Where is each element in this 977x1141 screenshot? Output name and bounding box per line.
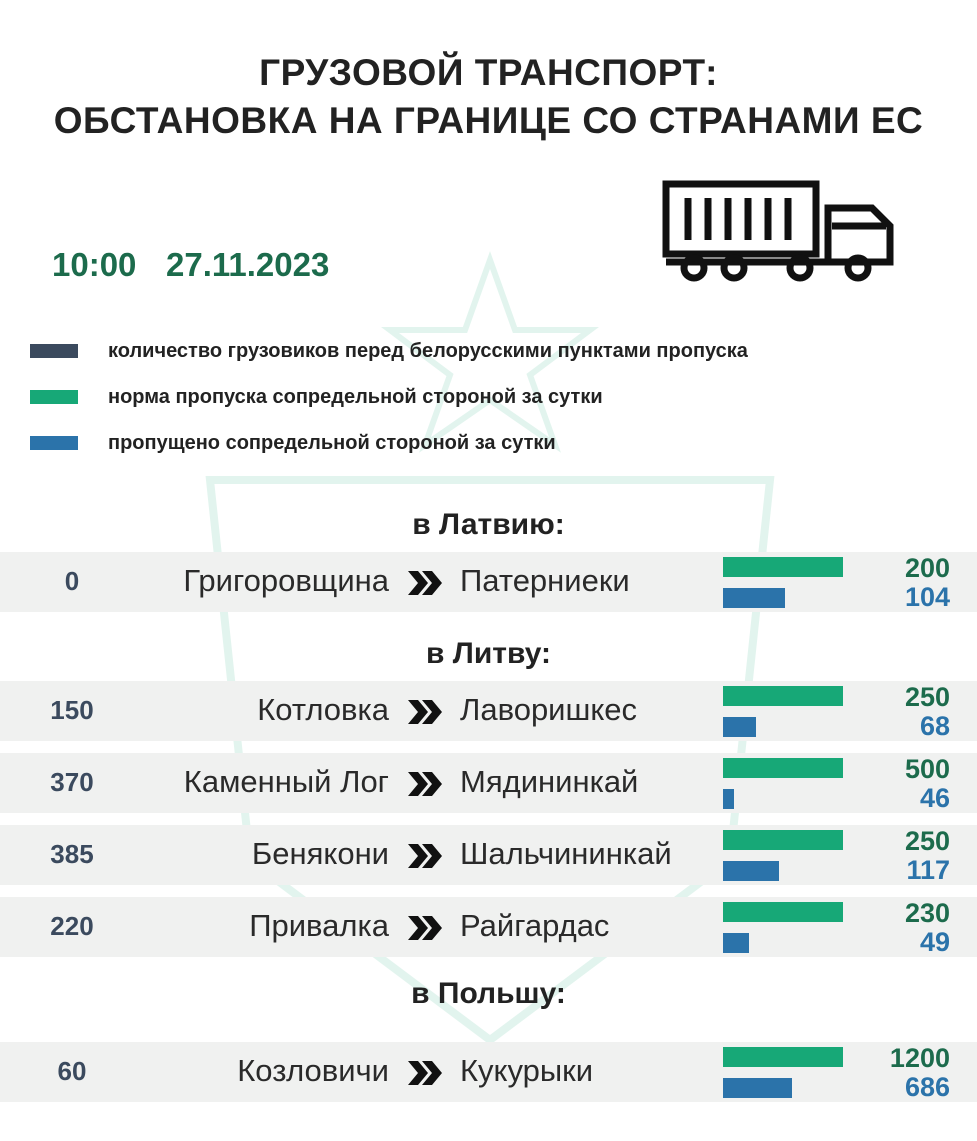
passed-value: 104 <box>904 582 950 612</box>
passed-value: 68 <box>919 711 950 741</box>
passed-bar <box>723 588 786 608</box>
section-heading: в Литву: <box>426 637 551 670</box>
legend-label: норма пропуска сопредельной стороной за … <box>108 386 603 408</box>
truck-icon <box>662 180 894 282</box>
legend-swatch <box>30 344 78 358</box>
norm-bar <box>723 758 843 778</box>
passed-bar <box>723 1078 792 1098</box>
from-point: Привалка <box>249 908 389 943</box>
from-point: Бенякони <box>251 836 389 871</box>
norm-value: 250 <box>904 826 950 856</box>
passed-value: 686 <box>904 1072 950 1102</box>
truck-count: 370 <box>50 767 94 797</box>
passed-bar <box>723 933 749 953</box>
arrow <box>408 844 442 868</box>
truck-count: 60 <box>57 1056 87 1086</box>
from-point: Котловка <box>257 692 389 727</box>
date: 27.11.2023 <box>166 246 330 283</box>
from-point: Григоровщина <box>183 563 389 598</box>
legend-label: количество грузовиков перед белорусскими… <box>108 340 748 362</box>
passed-bar <box>723 861 780 881</box>
norm-value: 200 <box>904 553 950 583</box>
passed-value: 46 <box>919 783 950 813</box>
time: 10:00 <box>52 246 137 283</box>
passed-value: 117 <box>906 855 950 885</box>
legend-label: пропущено сопредельной стороной за сутки <box>108 432 556 454</box>
from-point: Каменный Лог <box>183 764 389 799</box>
norm-value: 250 <box>904 682 950 712</box>
crossing-row: 220 Привалка Райгардас 230 49 <box>0 897 977 957</box>
norm-value: 230 <box>904 898 950 928</box>
norm-bar <box>723 1047 843 1067</box>
to-point: Лаворишкес <box>460 692 638 727</box>
truck-count: 0 <box>64 566 80 596</box>
crossing-row: 370 Каменный Лог Мядининкай 500 46 <box>0 753 977 813</box>
from-point: Козловичи <box>237 1053 389 1088</box>
crossing-row: 150 Котловка Лаворишкес 250 68 <box>0 681 977 741</box>
norm-value: 1200 <box>889 1043 950 1073</box>
section-heading: в Польшу: <box>411 977 566 1010</box>
arrow <box>408 571 442 595</box>
crossing-row: 60 Козловичи Кукурыки 1200 686 <box>0 1042 977 1102</box>
to-point: Мядининкай <box>460 764 639 799</box>
to-point: Шальчининкай <box>460 836 672 871</box>
passed-bar <box>723 717 756 737</box>
arrow <box>408 916 442 940</box>
legend-swatch <box>30 436 78 450</box>
truck-count: 385 <box>50 839 94 869</box>
norm-value: 500 <box>904 754 950 784</box>
title-line: ГРУЗОВОЙ ТРАНСПОРТ: <box>259 52 718 93</box>
passed-bar <box>723 789 735 809</box>
passed-value: 49 <box>919 927 950 957</box>
to-point: Райгардас <box>460 908 610 943</box>
title-line: ОБСТАНОВКА НА ГРАНИЦЕ СО СТРАНАМИ ЕС <box>53 100 924 141</box>
norm-bar <box>723 686 843 706</box>
arrow <box>408 700 442 724</box>
crossing-row: 385 Бенякони Шальчининкай 250 117 <box>0 825 977 885</box>
norm-bar <box>723 557 843 577</box>
crossing-row: 0 Григоровщина Патерниеки 200 104 <box>0 552 977 612</box>
truck-count: 220 <box>50 911 94 941</box>
arrow <box>408 1061 442 1085</box>
to-point: Кукурыки <box>460 1053 594 1088</box>
norm-bar <box>723 902 843 922</box>
legend-swatch <box>30 390 78 404</box>
norm-bar <box>723 830 843 850</box>
to-point: Патерниеки <box>460 563 630 598</box>
section-heading: в Латвию: <box>412 508 565 541</box>
truck-count: 150 <box>50 695 94 725</box>
arrow <box>408 772 442 796</box>
